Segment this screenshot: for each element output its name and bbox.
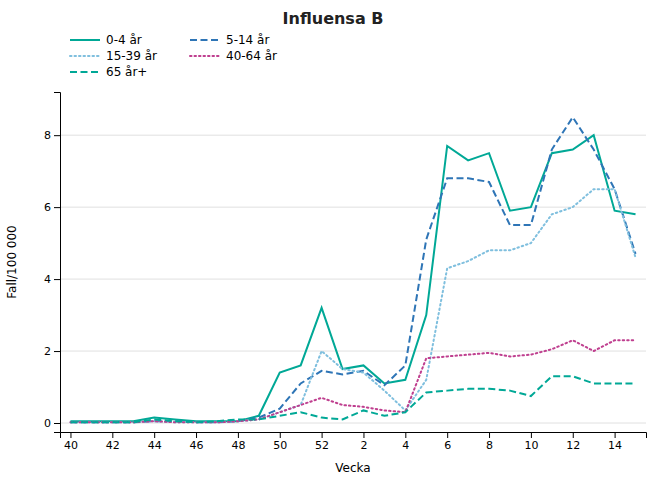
series-line bbox=[70, 189, 635, 422]
x-tick-mark bbox=[531, 432, 532, 438]
legend-item: 15-39 år bbox=[70, 49, 157, 63]
x-axis-line bbox=[61, 433, 647, 439]
y-tick: 4 bbox=[44, 273, 60, 286]
x-tick: 46 bbox=[190, 432, 204, 452]
x-tick-label: 40 bbox=[64, 439, 78, 452]
title: Influensa B bbox=[283, 9, 384, 28]
x-tick-label: 2 bbox=[360, 439, 367, 452]
legend-swatch bbox=[190, 55, 220, 57]
y-tick-mark bbox=[54, 423, 60, 424]
y-tick-mark bbox=[54, 135, 60, 136]
y-tick-label: 0 bbox=[44, 417, 51, 430]
x-tick: 48 bbox=[231, 432, 245, 452]
legend-swatch bbox=[190, 39, 220, 41]
grid-line bbox=[60, 135, 646, 136]
x-tick-mark bbox=[447, 432, 448, 438]
x-tick-label: 4 bbox=[402, 439, 409, 452]
x-tick-mark bbox=[573, 432, 574, 438]
legend-swatch bbox=[70, 39, 100, 41]
y-tick-label: 2 bbox=[44, 345, 51, 358]
legend-swatch bbox=[70, 55, 100, 57]
legend-item: 40-64 år bbox=[190, 49, 277, 63]
x-tick-mark bbox=[238, 432, 239, 438]
legend-swatch bbox=[70, 71, 100, 73]
x-tick: 14 bbox=[608, 432, 622, 452]
x-tick-mark bbox=[112, 432, 113, 438]
x-tick-label: 10 bbox=[524, 439, 538, 452]
chart: 40424446485052246810121402468Influensa B… bbox=[0, 0, 666, 484]
x-tick: 52 bbox=[315, 432, 329, 452]
x-tick: 10 bbox=[524, 432, 538, 452]
y-tick-mark bbox=[54, 351, 60, 352]
x-tick-mark bbox=[322, 432, 323, 438]
series-line bbox=[70, 117, 635, 422]
x-tick-label: 8 bbox=[486, 439, 493, 452]
x-axis-title: Vecka bbox=[335, 461, 370, 475]
x-tick-label: 52 bbox=[315, 439, 329, 452]
x-tick: 40 bbox=[64, 432, 78, 452]
grid-line bbox=[60, 279, 646, 280]
grid bbox=[60, 135, 646, 423]
x-tick: 42 bbox=[106, 432, 120, 452]
legend-label: 5-14 år bbox=[226, 33, 269, 47]
legend-label: 0-4 år bbox=[106, 33, 142, 47]
x-tick: 6 bbox=[444, 432, 451, 452]
y-tick: 2 bbox=[44, 345, 60, 358]
x-tick-mark bbox=[154, 432, 155, 438]
series-line bbox=[70, 376, 635, 422]
x-tick-mark bbox=[489, 432, 490, 438]
y-tick-mark bbox=[54, 207, 60, 208]
y-axis-line bbox=[54, 93, 61, 433]
y-tick: 0 bbox=[44, 417, 60, 430]
y-axis: 0 2 4 6 8 bbox=[44, 93, 61, 433]
y-tick-label: 6 bbox=[44, 201, 51, 214]
grid-line bbox=[60, 423, 646, 424]
y-tick: 8 bbox=[44, 129, 60, 142]
plot: 40424446485052246810121402468 bbox=[44, 93, 647, 452]
x-tick: 12 bbox=[566, 432, 580, 452]
x-tick-mark bbox=[196, 432, 197, 438]
y-tick-mark bbox=[54, 279, 60, 280]
x-tick: 8 bbox=[486, 432, 493, 452]
x-tick-label: 50 bbox=[273, 439, 287, 452]
y-tick: 6 bbox=[44, 201, 60, 214]
x-tick-label: 46 bbox=[190, 439, 204, 452]
y-tick-label: 4 bbox=[44, 273, 51, 286]
x-tick-label: 44 bbox=[148, 439, 162, 452]
x-tick-label: 42 bbox=[106, 439, 120, 452]
x-tick-mark bbox=[280, 432, 281, 438]
x-tick-mark bbox=[363, 432, 364, 438]
x-tick: 2 bbox=[360, 432, 367, 452]
legend-item: 5-14 år bbox=[190, 33, 269, 47]
x-tick: 44 bbox=[148, 432, 162, 452]
lines bbox=[70, 117, 635, 422]
x-tick: 50 bbox=[273, 432, 287, 452]
x-tick-label: 14 bbox=[608, 439, 622, 452]
legend-label: 40-64 år bbox=[226, 49, 277, 63]
legend: 0-4 år 5-14 år 15-39 år 40-64 år 65 år+ bbox=[70, 33, 277, 79]
x-tick-label: 48 bbox=[231, 439, 245, 452]
x-axis: 404244464850522468101214 bbox=[61, 432, 647, 452]
x-tick-mark bbox=[70, 432, 71, 438]
x-tick: 4 bbox=[402, 432, 409, 452]
legend-label: 65 år+ bbox=[106, 65, 147, 79]
x-tick-label: 6 bbox=[444, 439, 451, 452]
grid-line bbox=[60, 351, 646, 352]
x-tick-mark bbox=[615, 432, 616, 438]
legend-item: 0-4 år bbox=[70, 33, 142, 47]
grid-line bbox=[60, 207, 646, 208]
series-line bbox=[70, 340, 635, 422]
legend-label: 15-39 år bbox=[106, 49, 157, 63]
y-axis-title: Fall/100 000 bbox=[5, 225, 19, 299]
x-tick-label: 12 bbox=[566, 439, 580, 452]
legend-item: 65 år+ bbox=[70, 65, 147, 79]
y-tick-label: 8 bbox=[44, 129, 51, 142]
x-tick-mark bbox=[405, 432, 406, 438]
